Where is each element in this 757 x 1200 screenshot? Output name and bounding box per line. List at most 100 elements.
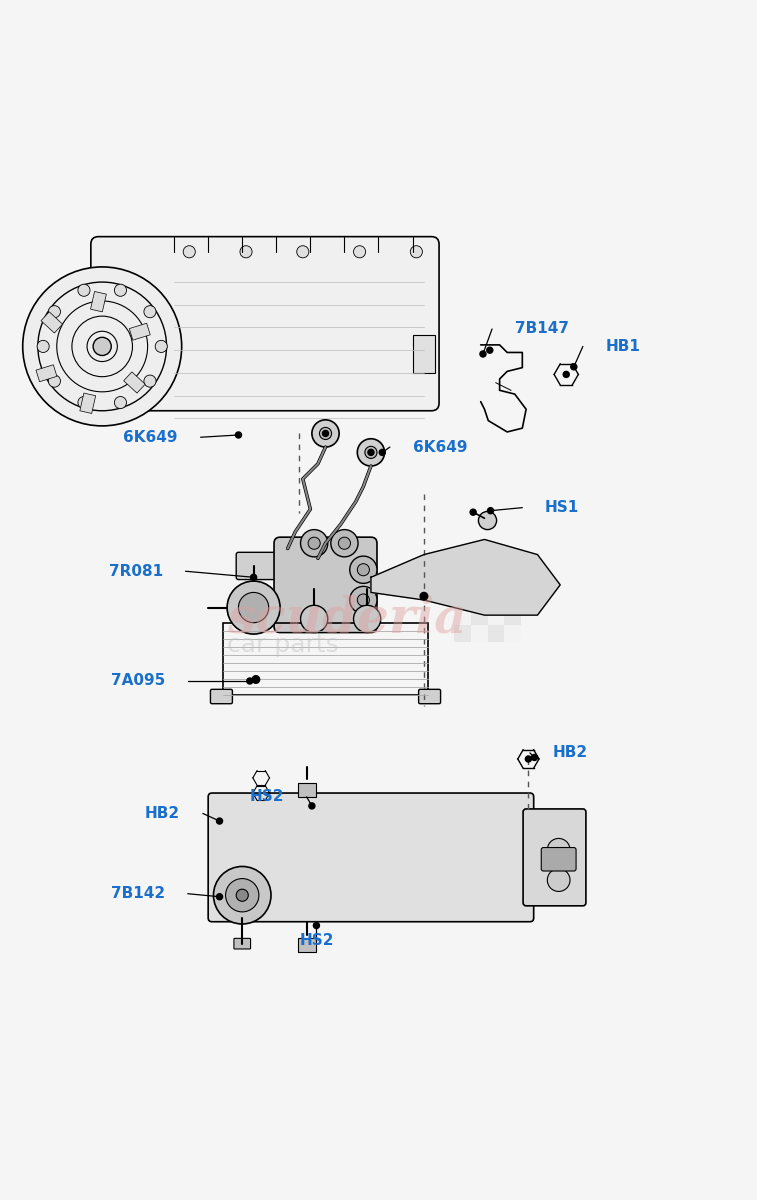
Text: scuderia: scuderia [227, 594, 467, 643]
Circle shape [563, 371, 569, 378]
Circle shape [365, 446, 377, 458]
FancyBboxPatch shape [541, 847, 576, 871]
Circle shape [235, 432, 241, 438]
FancyBboxPatch shape [91, 236, 439, 410]
Circle shape [350, 587, 377, 613]
Text: 7A095: 7A095 [111, 673, 165, 689]
Circle shape [227, 581, 280, 634]
Circle shape [331, 529, 358, 557]
Bar [298, 784, 316, 797]
Circle shape [357, 439, 385, 466]
Circle shape [217, 818, 223, 824]
Circle shape [547, 839, 570, 862]
Bar [454, 575, 471, 592]
Bar [488, 625, 504, 642]
Text: HB2: HB2 [145, 806, 180, 821]
Circle shape [357, 594, 369, 606]
Bar [413, 335, 435, 373]
Bar [454, 625, 471, 642]
Circle shape [350, 556, 377, 583]
Circle shape [309, 803, 315, 809]
Circle shape [420, 593, 428, 600]
Circle shape [319, 427, 332, 439]
Circle shape [470, 509, 476, 515]
Bar [488, 608, 504, 625]
Circle shape [525, 756, 531, 762]
Bar [504, 625, 521, 642]
Bar [91, 292, 107, 312]
FancyBboxPatch shape [274, 538, 377, 632]
Circle shape [78, 284, 90, 296]
Circle shape [354, 605, 381, 632]
Circle shape [312, 420, 339, 448]
Text: 6K649: 6K649 [413, 439, 467, 455]
Text: HS1: HS1 [545, 500, 579, 515]
Circle shape [480, 350, 486, 358]
Circle shape [322, 431, 329, 437]
FancyBboxPatch shape [236, 590, 279, 618]
Circle shape [114, 284, 126, 296]
Circle shape [23, 266, 182, 426]
FancyBboxPatch shape [234, 938, 251, 949]
Circle shape [531, 755, 537, 761]
FancyBboxPatch shape [523, 809, 586, 906]
Bar [129, 323, 150, 340]
Bar [471, 608, 488, 625]
Circle shape [183, 246, 195, 258]
Bar [488, 592, 504, 608]
Circle shape [217, 894, 223, 900]
Circle shape [37, 341, 49, 353]
Bar [79, 394, 95, 414]
Circle shape [238, 593, 269, 623]
Text: 7R081: 7R081 [109, 564, 163, 578]
Circle shape [313, 923, 319, 929]
Bar [454, 608, 471, 625]
Circle shape [144, 376, 156, 388]
Circle shape [357, 564, 369, 576]
Circle shape [236, 889, 248, 901]
Circle shape [338, 538, 350, 550]
Text: 7B142: 7B142 [111, 887, 165, 901]
Circle shape [48, 306, 61, 318]
Bar [471, 592, 488, 608]
Circle shape [571, 364, 577, 370]
Circle shape [354, 246, 366, 258]
Circle shape [251, 575, 257, 581]
Circle shape [213, 866, 271, 924]
Circle shape [78, 396, 90, 409]
Circle shape [252, 676, 260, 683]
Circle shape [547, 869, 570, 892]
Circle shape [379, 449, 385, 456]
Circle shape [297, 246, 309, 258]
Circle shape [301, 529, 328, 557]
FancyBboxPatch shape [208, 793, 534, 922]
Polygon shape [371, 540, 560, 616]
Circle shape [240, 246, 252, 258]
Circle shape [247, 678, 253, 684]
Circle shape [93, 337, 111, 355]
Bar [504, 608, 521, 625]
Text: car parts: car parts [227, 634, 339, 658]
Text: HS2: HS2 [299, 934, 334, 948]
Circle shape [410, 246, 422, 258]
FancyBboxPatch shape [236, 552, 279, 580]
Circle shape [301, 605, 328, 632]
FancyBboxPatch shape [210, 689, 232, 703]
Circle shape [478, 511, 497, 529]
Bar [471, 575, 488, 592]
Text: 7B147: 7B147 [515, 322, 569, 336]
Text: HS2: HS2 [249, 790, 284, 804]
Circle shape [487, 347, 493, 353]
Circle shape [48, 376, 61, 388]
Circle shape [308, 538, 320, 550]
Circle shape [155, 341, 167, 353]
Circle shape [144, 306, 156, 318]
Bar [504, 575, 521, 592]
Circle shape [114, 396, 126, 409]
Bar [223, 623, 428, 695]
Circle shape [488, 508, 494, 514]
Circle shape [368, 449, 374, 456]
Bar [298, 938, 316, 952]
Text: HB1: HB1 [606, 338, 640, 354]
Text: HB2: HB2 [553, 745, 587, 761]
